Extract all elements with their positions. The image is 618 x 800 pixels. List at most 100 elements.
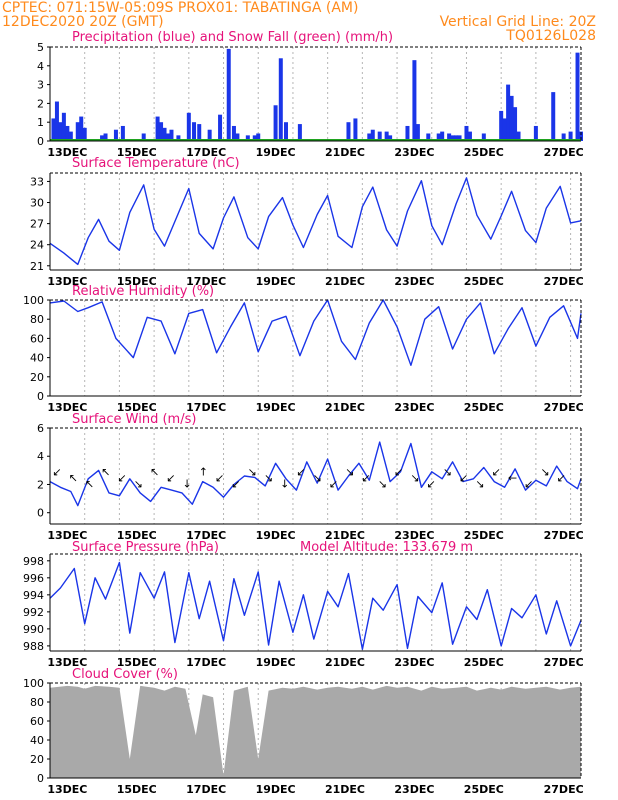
x-tick-label: 19DEC: [256, 146, 296, 159]
precip-bar: [502, 118, 507, 141]
precip-bar: [162, 127, 167, 141]
precip-bar: [506, 84, 511, 141]
precip-bar: [450, 135, 455, 141]
precip-bar: [100, 135, 105, 141]
x-tick-label: 17DEC: [186, 656, 226, 669]
x-tick-label: 15DEC: [117, 529, 157, 542]
precip-bar: [467, 131, 472, 141]
wind-arrow: ↘: [378, 478, 387, 491]
wind-arrow: ↑: [199, 466, 208, 479]
precip-bar: [245, 135, 250, 141]
y-tick-label: 0: [37, 772, 44, 785]
y-tick-label: 0: [37, 135, 44, 148]
series-line: [49, 299, 582, 366]
x-tick-label: 25DEC: [464, 275, 504, 288]
y-tick-label: 80: [30, 696, 44, 709]
precip-bar: [457, 135, 462, 141]
wind-arrow: ↙: [427, 478, 436, 491]
y-tick-label: 100: [23, 677, 44, 690]
wind-arrow: ↘: [134, 478, 143, 491]
precip-bar: [412, 60, 417, 141]
series-line: [49, 177, 582, 266]
precip-bar: [141, 133, 146, 141]
y-tick-label: 20: [30, 371, 44, 384]
wind-arrow: ↘: [248, 466, 257, 479]
y-tick-label: 33: [30, 175, 44, 188]
wind-arrow: ↙: [231, 478, 240, 491]
wind-arrow: ↙: [215, 472, 224, 485]
x-tick-label: 17DEC: [186, 783, 226, 796]
x-tick-label: 23DEC: [394, 275, 434, 288]
precip-bar: [192, 122, 197, 141]
wind-arrow: ↙: [394, 466, 403, 479]
series-line: [49, 561, 582, 650]
precip-bar: [353, 118, 358, 141]
x-tick-label: 21DEC: [325, 401, 365, 414]
y-tick-label: 2: [37, 478, 44, 491]
precip-bar: [113, 129, 118, 141]
x-tick-label: 17DEC: [186, 529, 226, 542]
cloud-cover-area: [50, 685, 581, 778]
x-tick-label: 21DEC: [325, 656, 365, 669]
wind-arrow: ←: [508, 472, 517, 485]
precip-bar: [68, 131, 73, 141]
y-tick-label: 4: [37, 450, 44, 463]
panel-title: Precipitation (blue) and Snow Fall (gree…: [72, 30, 393, 45]
y-tick-label: 998: [23, 555, 44, 568]
wind-arrow: ↙: [524, 478, 533, 491]
header-grid-note: Vertical Grid Line: 20Z: [439, 14, 596, 30]
x-tick-label: 19DEC: [256, 783, 296, 796]
wind-arrow: ↓: [280, 478, 289, 491]
precip-bar: [377, 131, 382, 141]
panel-title: Surface Pressure (hPa): [72, 540, 219, 555]
wind-arrow: ↘: [345, 466, 354, 479]
wind-arrow: ↙: [117, 472, 126, 485]
precip-bar: [561, 133, 566, 141]
precip-bar: [155, 116, 160, 141]
y-tick-label: 4: [37, 60, 44, 73]
precip-bar: [207, 129, 212, 141]
x-tick-label: 25DEC: [464, 656, 504, 669]
precip-bar: [513, 107, 518, 141]
y-tick-label: 60: [30, 332, 44, 345]
wind-arrow: ↖: [69, 472, 78, 485]
x-tick-label: 13DEC: [47, 401, 87, 414]
precip-bar: [370, 129, 375, 141]
series-line: [49, 441, 582, 507]
precip-bar: [61, 112, 66, 141]
precip-bar: [426, 133, 431, 141]
precip-bar: [346, 122, 351, 141]
precip-bar: [447, 133, 452, 141]
panel-title: Surface Temperature (nC): [72, 156, 240, 171]
x-tick-label: 27DEC: [544, 529, 584, 542]
precip-bar: [226, 48, 231, 141]
precip-bar: [388, 135, 393, 141]
y-tick-label: 3: [37, 79, 44, 92]
precip-bar: [256, 133, 261, 141]
precip-bar: [176, 135, 181, 141]
x-tick-label: 27DEC: [544, 401, 584, 414]
precip-bar: [509, 95, 514, 141]
x-tick-label: 19DEC: [256, 275, 296, 288]
wind-arrow: ↘: [313, 472, 322, 485]
y-tick-label: 80: [30, 313, 44, 326]
y-tick-label: 0: [37, 390, 44, 403]
precip-bar: [120, 125, 125, 141]
y-tick-label: 1: [37, 116, 44, 129]
x-tick-label: 13DEC: [47, 529, 87, 542]
precip-bar: [218, 114, 223, 141]
x-tick-label: 21DEC: [325, 146, 365, 159]
precip-bar: [252, 135, 257, 141]
wind-arrow: ↘: [410, 472, 419, 485]
y-tick-label: 40: [30, 734, 44, 747]
x-tick-label: 19DEC: [256, 529, 296, 542]
y-tick-label: 27: [30, 218, 44, 231]
precip-bar: [65, 125, 70, 141]
precip-bar: [75, 122, 80, 141]
y-tick-label: 60: [30, 715, 44, 728]
precip-bar: [51, 118, 56, 141]
y-tick-label: 988: [23, 640, 44, 653]
precip-bar: [273, 105, 278, 141]
x-tick-label: 15DEC: [117, 783, 157, 796]
x-tick-label: 15DEC: [117, 146, 157, 159]
